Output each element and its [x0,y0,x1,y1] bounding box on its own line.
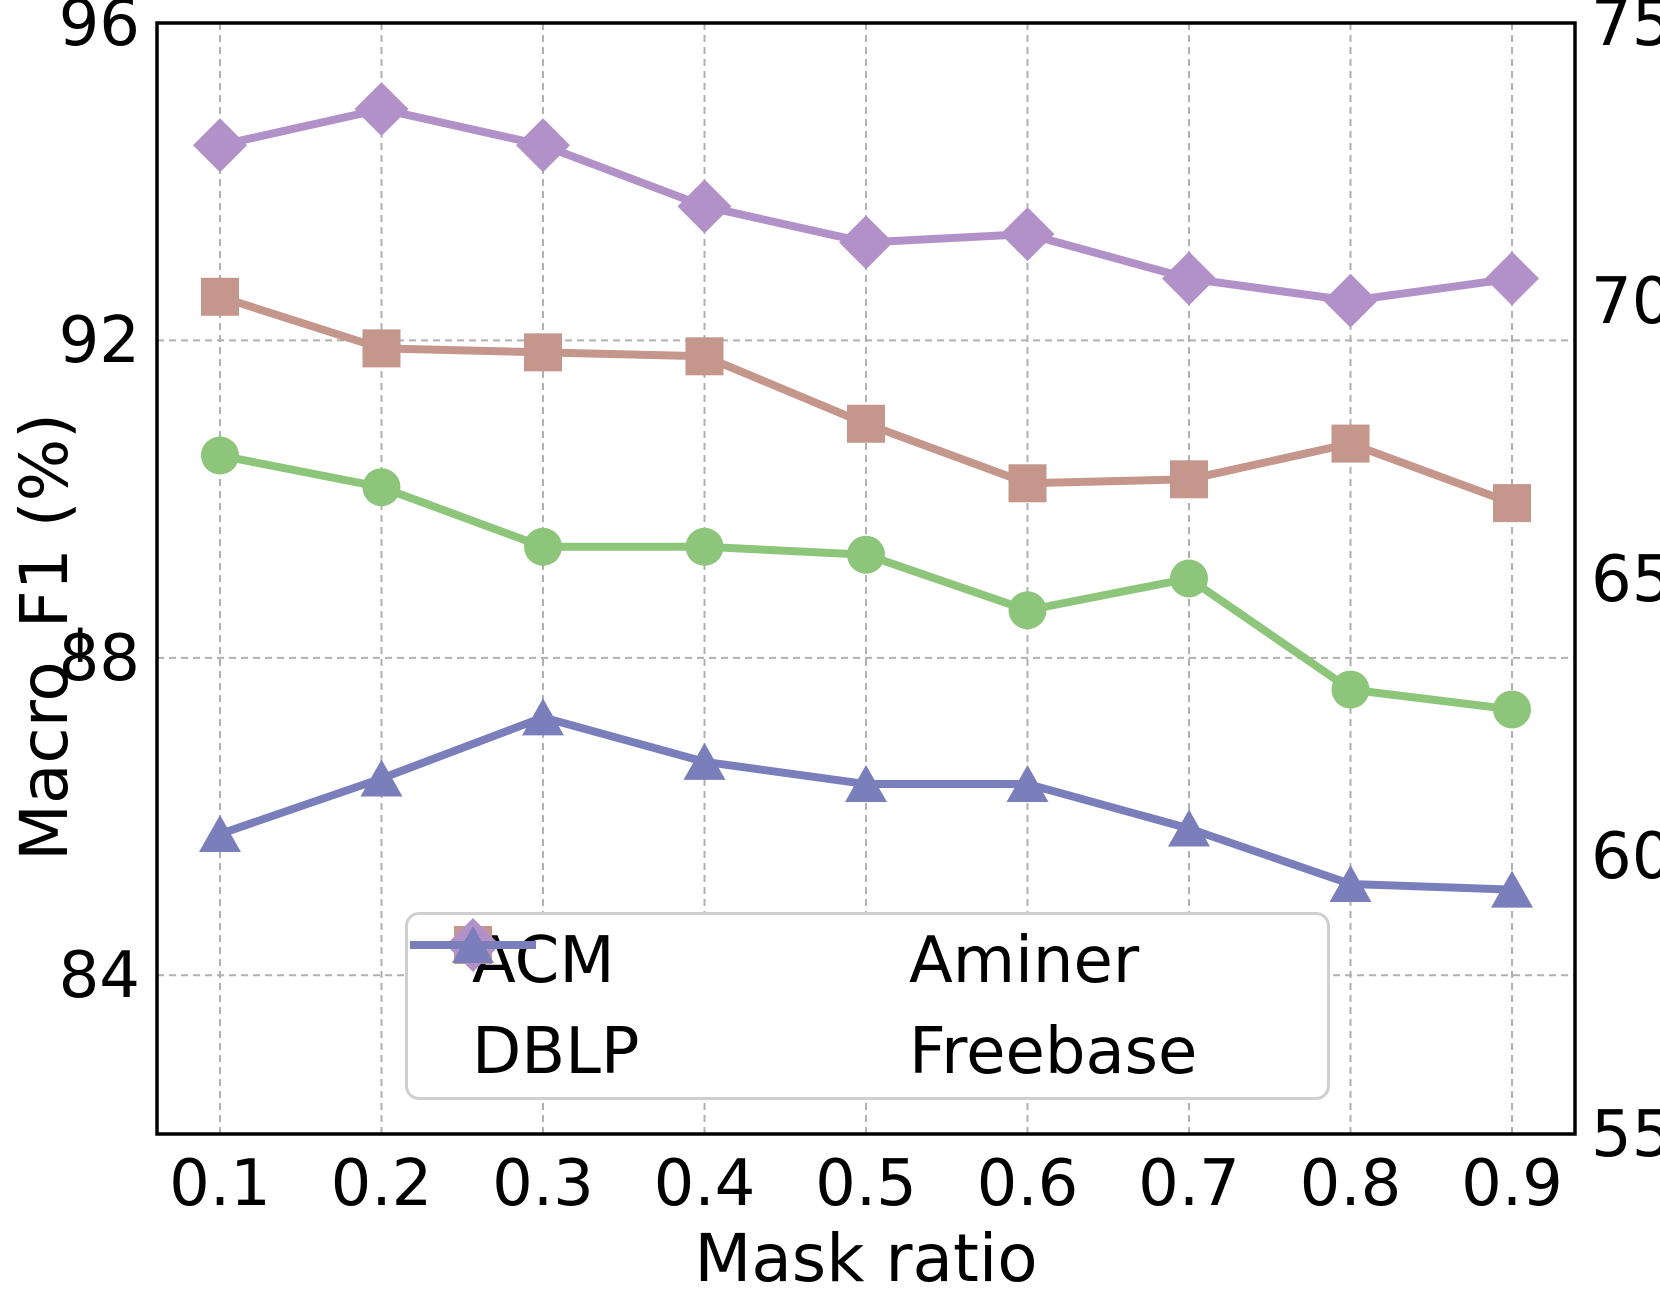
data-point-dblp [1008,464,1047,503]
data-point-dblp [685,337,724,376]
data-point-aminer [354,82,409,137]
data-point-aminer [515,118,570,173]
x-tick-label: 0.8 [1299,1147,1402,1221]
right-tick-label: 60 [1591,820,1660,895]
data-point-dblp [1493,484,1532,523]
data-point-freebase [198,815,241,853]
data-point-freebase [845,765,887,803]
data-point-dblp [1331,424,1370,463]
data-point-dblp [362,329,401,368]
data-point-freebase [1491,870,1534,908]
plot-frame [155,21,1577,1136]
data-point-acm [1331,670,1370,709]
data-point-acm [1170,559,1209,598]
data-point-acm [1493,690,1532,729]
data-point-aminer [1162,251,1217,306]
data-point-acm [200,436,239,475]
legend-marker-triangle-up-icon [410,926,536,963]
data-point-dblp [847,404,885,443]
x-tick-label: 0.4 [653,1147,756,1221]
data-point-aminer [192,118,247,173]
right-tick-label: 70 [1591,264,1660,339]
data-point-acm [685,527,724,566]
data-point-dblp [1170,460,1209,499]
left-tick-label: 92 [58,304,140,379]
data-point-freebase [1168,809,1211,847]
x-tick-label: 0.6 [976,1147,1079,1221]
data-point-acm [847,535,885,574]
data-point-freebase [1006,765,1049,803]
legend-item-dblp: DBLP [410,926,863,1089]
data-point-aminer [1485,251,1540,306]
legend-label: DBLP [472,1014,640,1089]
data-point-dblp [523,333,562,372]
x-tick-label: 0.2 [330,1147,433,1221]
y-axis-label: Macro_F1 (%) [6,413,83,861]
data-point-aminer [1323,273,1378,328]
legend-label: ACM [472,923,615,998]
left-tick-label: 88 [58,621,140,696]
legend-label: Freebase [909,1014,1198,1089]
x-tick-label: 0.9 [1461,1147,1563,1221]
data-point-aminer [1000,207,1055,262]
data-point-acm [1008,591,1047,630]
x-axis-label: Mask ratio [694,1220,1038,1292]
data-point-freebase [360,759,403,797]
x-tick-label: 0.5 [815,1147,917,1221]
data-point-acm [362,468,401,507]
data-point-aminer [839,215,893,270]
data-point-freebase [1329,865,1372,903]
x-tick-label: 0.1 [169,1147,271,1221]
data-point-dblp [200,277,239,316]
left-tick-label: 96 [58,0,140,61]
x-tick-label: 0.3 [492,1147,594,1221]
data-point-acm [523,527,562,566]
data-point-freebase [521,698,564,736]
legend-item-aminer: Aminer [410,918,1327,998]
right-tick-label: 65 [1591,542,1660,617]
right-tick-label: 55 [1591,1098,1660,1172]
legend-label: Aminer [909,923,1140,998]
legend: ACM DBLP Aminer Freebase [405,912,1330,1100]
legend-item-freebase: Freebase [410,926,1327,1089]
right-tick-label: 75 [1591,0,1660,61]
left-tick-label: 84 [58,939,140,1014]
x-tick-label: 0.7 [1138,1147,1240,1221]
data-point-aminer [677,179,732,234]
data-point-freebase [683,742,726,780]
